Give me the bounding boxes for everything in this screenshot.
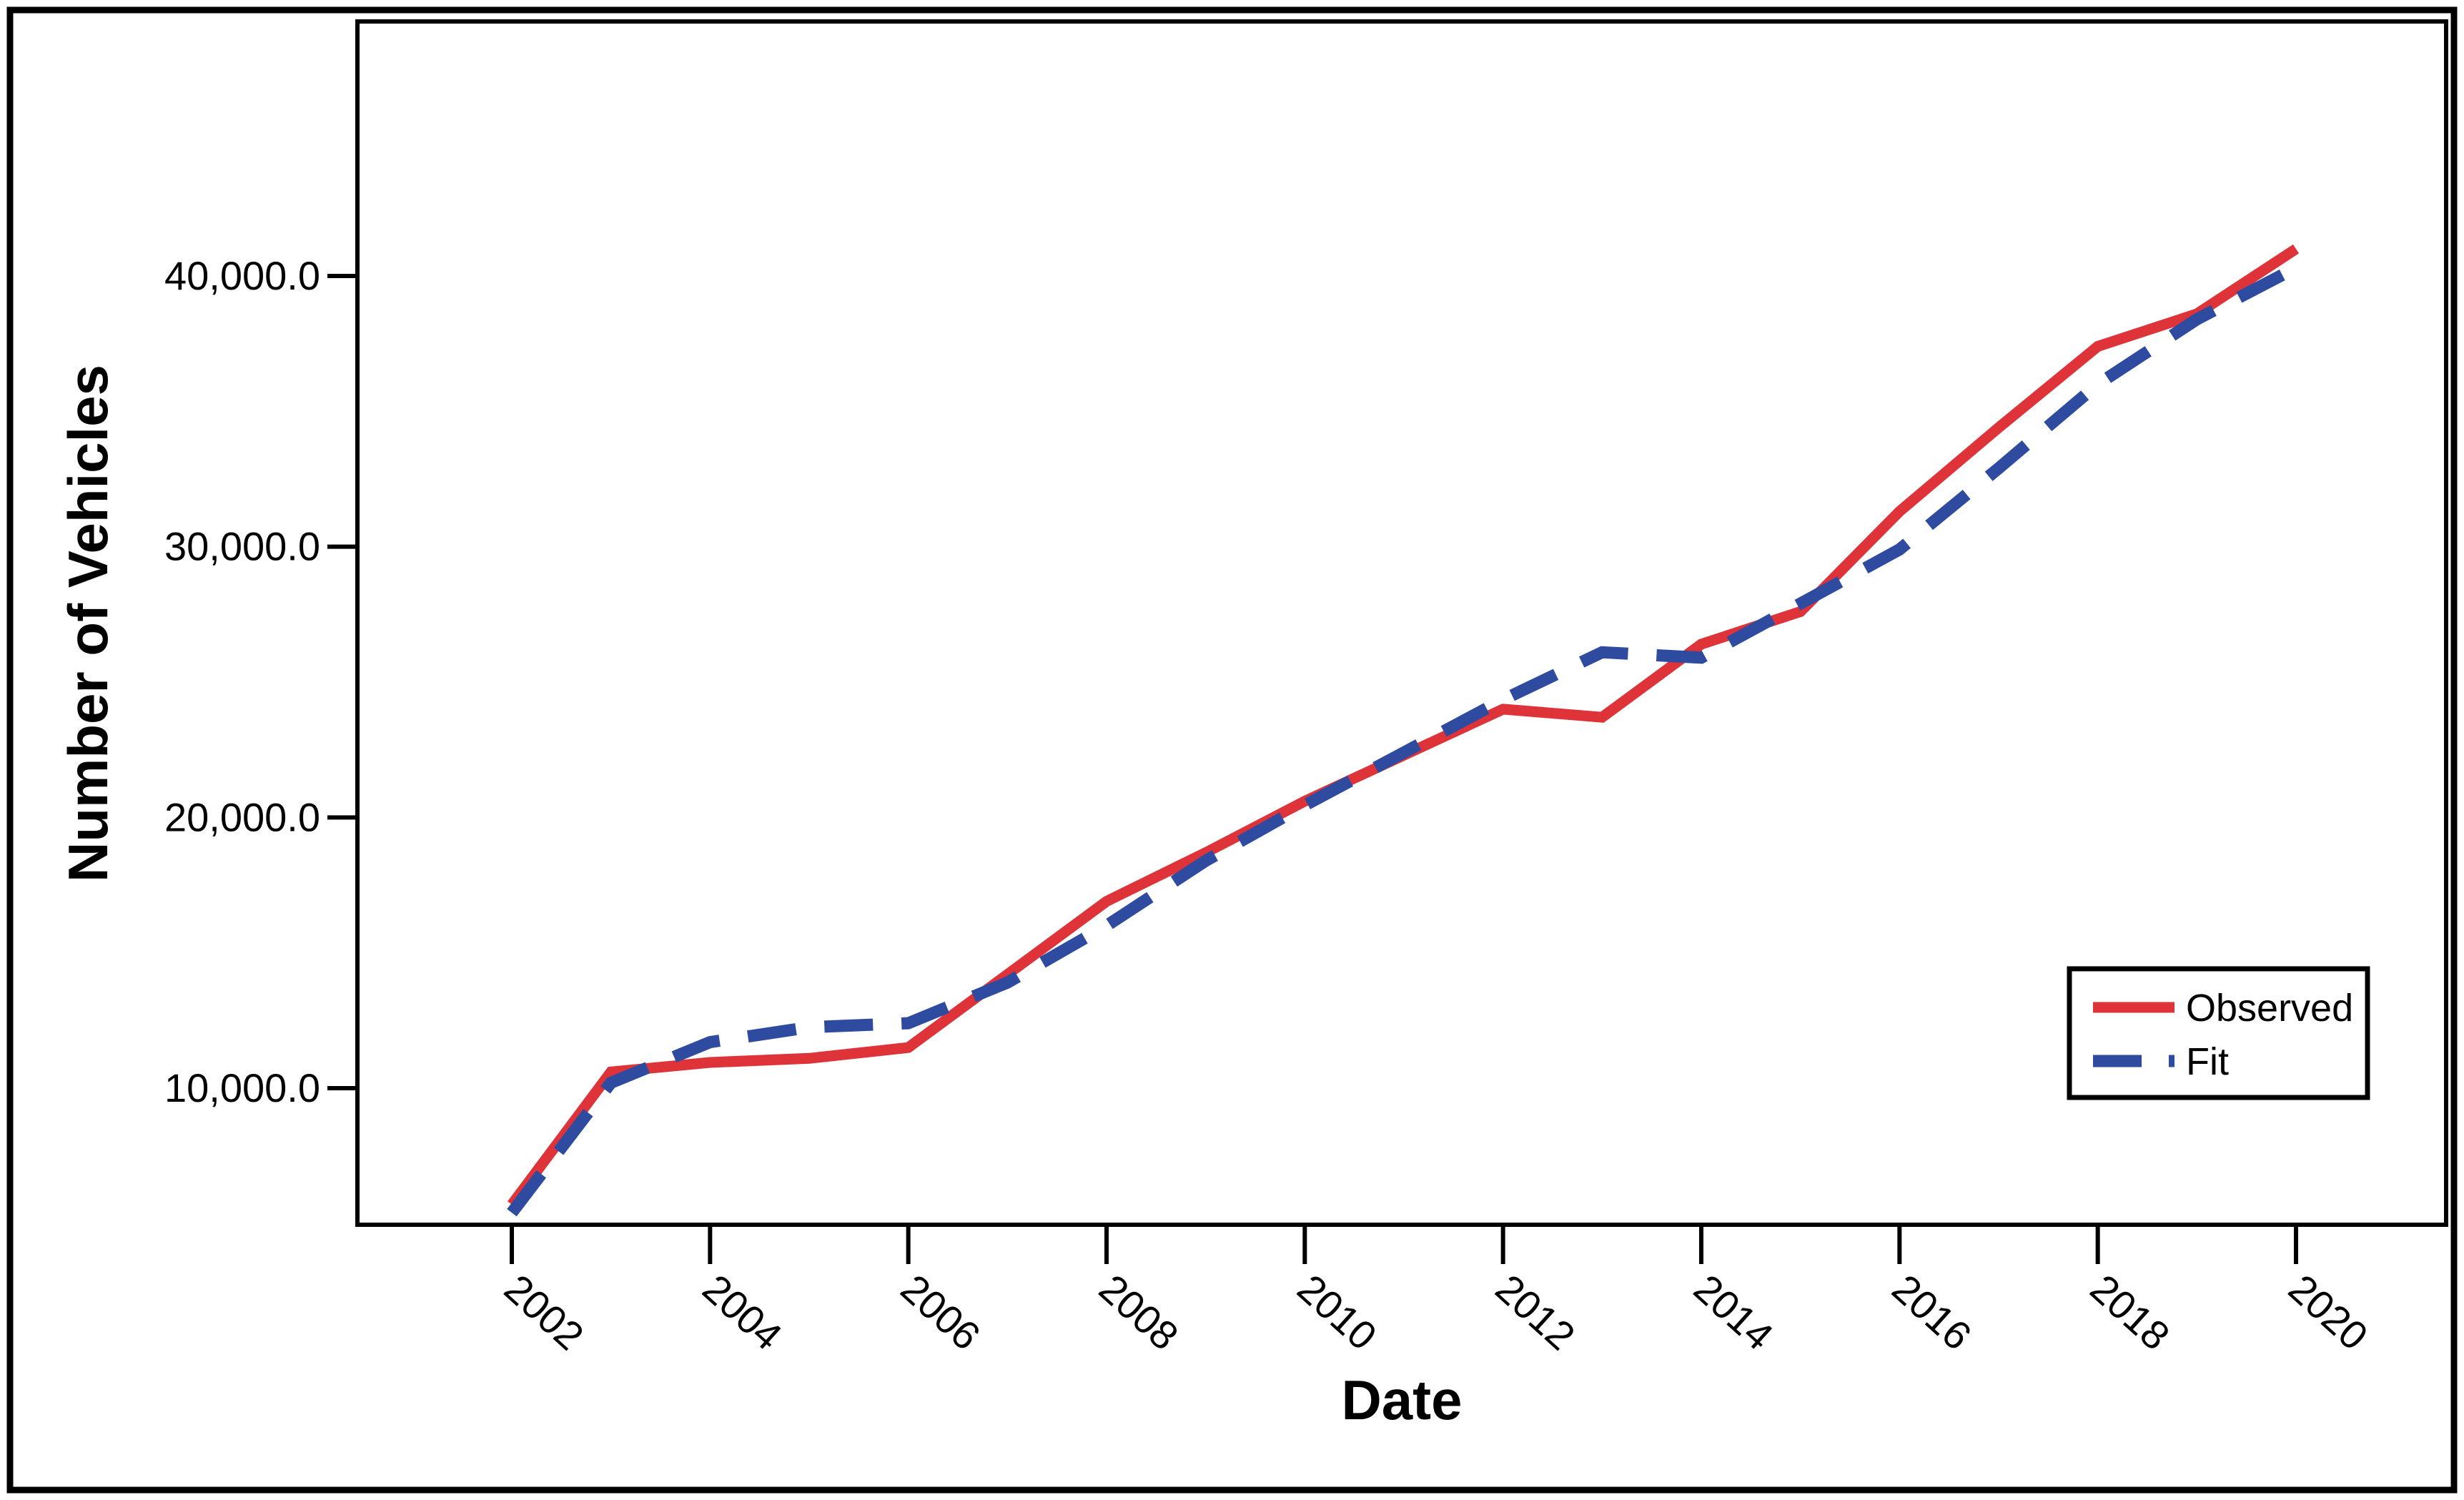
legend: Observed Fit <box>2067 966 2370 1100</box>
y-axis-title: Number of Vehicles <box>56 365 119 882</box>
y-tick-label: 20,000.0 <box>164 794 320 839</box>
y-tick-label: 30,000.0 <box>164 524 320 569</box>
series-line-fit <box>507 262 2299 1217</box>
legend-fit-label: Fit <box>2186 1040 2229 1083</box>
legend-observed-label: Observed <box>2186 987 2353 1030</box>
y-axis-ticks: 10,000.0 20,000.0 30,000.0 40,000.0 <box>164 253 357 1110</box>
legend-box <box>2067 966 2370 1100</box>
y-tick-label: 40,000.0 <box>164 253 320 298</box>
y-tick-label: 10,000.0 <box>164 1065 320 1110</box>
data-series <box>507 244 2300 1217</box>
x-axis-title: Date <box>1341 1368 1462 1431</box>
